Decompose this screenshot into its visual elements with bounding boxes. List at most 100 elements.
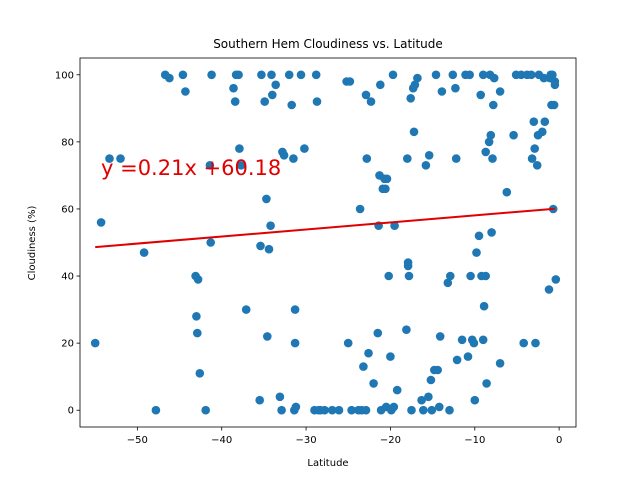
- data-point: [404, 271, 414, 281]
- data-point: [472, 248, 481, 257]
- data-point: [451, 154, 461, 163]
- plot-frame: [79, 57, 577, 428]
- data-point: [195, 369, 205, 378]
- data-point: [466, 271, 475, 281]
- data-point: [470, 395, 480, 405]
- data-point: [527, 70, 536, 80]
- data-point: [539, 73, 549, 83]
- data-point: [495, 87, 505, 96]
- data-point: [478, 335, 488, 345]
- x-tick-label: −30: [296, 435, 317, 446]
- data-point: [300, 144, 309, 153]
- data-point: [550, 80, 560, 90]
- data-point: [355, 204, 365, 214]
- y-tick-label: 40: [61, 272, 74, 283]
- x-tick-label: −50: [127, 435, 148, 446]
- data-point: [181, 87, 190, 96]
- data-point: [361, 90, 371, 100]
- data-point: [548, 70, 557, 80]
- data-point: [362, 154, 372, 163]
- data-point: [116, 154, 125, 163]
- data-point: [427, 405, 437, 415]
- data-point: [540, 117, 550, 126]
- regression-line: [95, 207, 555, 249]
- data-point: [277, 405, 286, 415]
- data-point: [431, 70, 441, 80]
- data-point: [502, 187, 512, 197]
- data-point: [290, 338, 300, 348]
- data-point: [193, 275, 203, 284]
- data-point: [463, 352, 473, 361]
- data-point: [267, 70, 276, 80]
- data-point: [388, 70, 398, 80]
- data-point: [424, 151, 434, 160]
- data-point: [443, 278, 453, 288]
- y-tick-label: 80: [61, 137, 74, 148]
- x-tick-label: −20: [380, 435, 401, 446]
- data-point: [347, 405, 356, 415]
- data-point: [96, 218, 106, 227]
- data-point: [262, 194, 271, 204]
- chart-title: Southern Hem Cloudiness vs. Latitude: [213, 37, 443, 51]
- regression-layer: [95, 207, 555, 249]
- data-point: [476, 90, 486, 100]
- data-point: [366, 97, 376, 106]
- data-point: [205, 161, 215, 170]
- data-point: [516, 70, 526, 80]
- data-point: [479, 301, 489, 311]
- data-point: [406, 94, 416, 103]
- x-tick-label: 0: [556, 435, 562, 446]
- data-point: [452, 355, 462, 365]
- data-point: [551, 275, 561, 284]
- data-point: [271, 80, 281, 90]
- data-point: [386, 352, 395, 361]
- data-point: [392, 385, 402, 395]
- data-point: [287, 100, 297, 110]
- data-point: [291, 402, 301, 412]
- data-point: [229, 83, 238, 93]
- data-point: [165, 73, 174, 83]
- data-point: [257, 70, 266, 80]
- y-axis-label: Cloudiness (%): [27, 206, 38, 281]
- data-point: [296, 70, 306, 80]
- data-point: [263, 332, 272, 341]
- data-point: [90, 338, 100, 348]
- data-point: [178, 70, 188, 80]
- data-point: [532, 161, 542, 170]
- data-point: [139, 248, 149, 257]
- data-point: [531, 338, 540, 348]
- y-tick-label: 100: [55, 70, 74, 81]
- data-point: [390, 221, 399, 230]
- points-layer: [90, 70, 561, 415]
- data-point: [264, 244, 274, 254]
- data-point: [384, 271, 394, 281]
- data-point: [487, 228, 496, 237]
- data-point: [382, 174, 392, 184]
- data-point: [549, 100, 559, 110]
- data-point: [529, 117, 539, 126]
- data-point: [435, 332, 445, 341]
- data-point: [527, 154, 537, 163]
- data-point: [105, 154, 114, 163]
- data-point: [275, 392, 285, 402]
- y-tick-label: 60: [61, 204, 74, 215]
- x-axis-ticks: −50 −40 −30 −20 −10 0: [127, 427, 562, 446]
- data-point: [446, 271, 455, 281]
- data-point: [486, 130, 496, 140]
- data-point: [407, 405, 416, 415]
- data-point: [361, 405, 371, 415]
- data-point: [469, 338, 479, 348]
- data-point: [255, 395, 264, 405]
- data-point: [373, 328, 383, 338]
- data-point: [376, 80, 385, 90]
- data-point: [489, 100, 498, 110]
- data-point: [260, 97, 270, 106]
- data-point: [474, 231, 484, 241]
- data-point: [482, 379, 491, 388]
- data-point: [193, 328, 202, 338]
- data-point: [230, 97, 240, 106]
- data-point: [311, 70, 321, 80]
- data-point: [484, 137, 494, 147]
- regression-equation: y =0.21x +60.18: [101, 156, 281, 180]
